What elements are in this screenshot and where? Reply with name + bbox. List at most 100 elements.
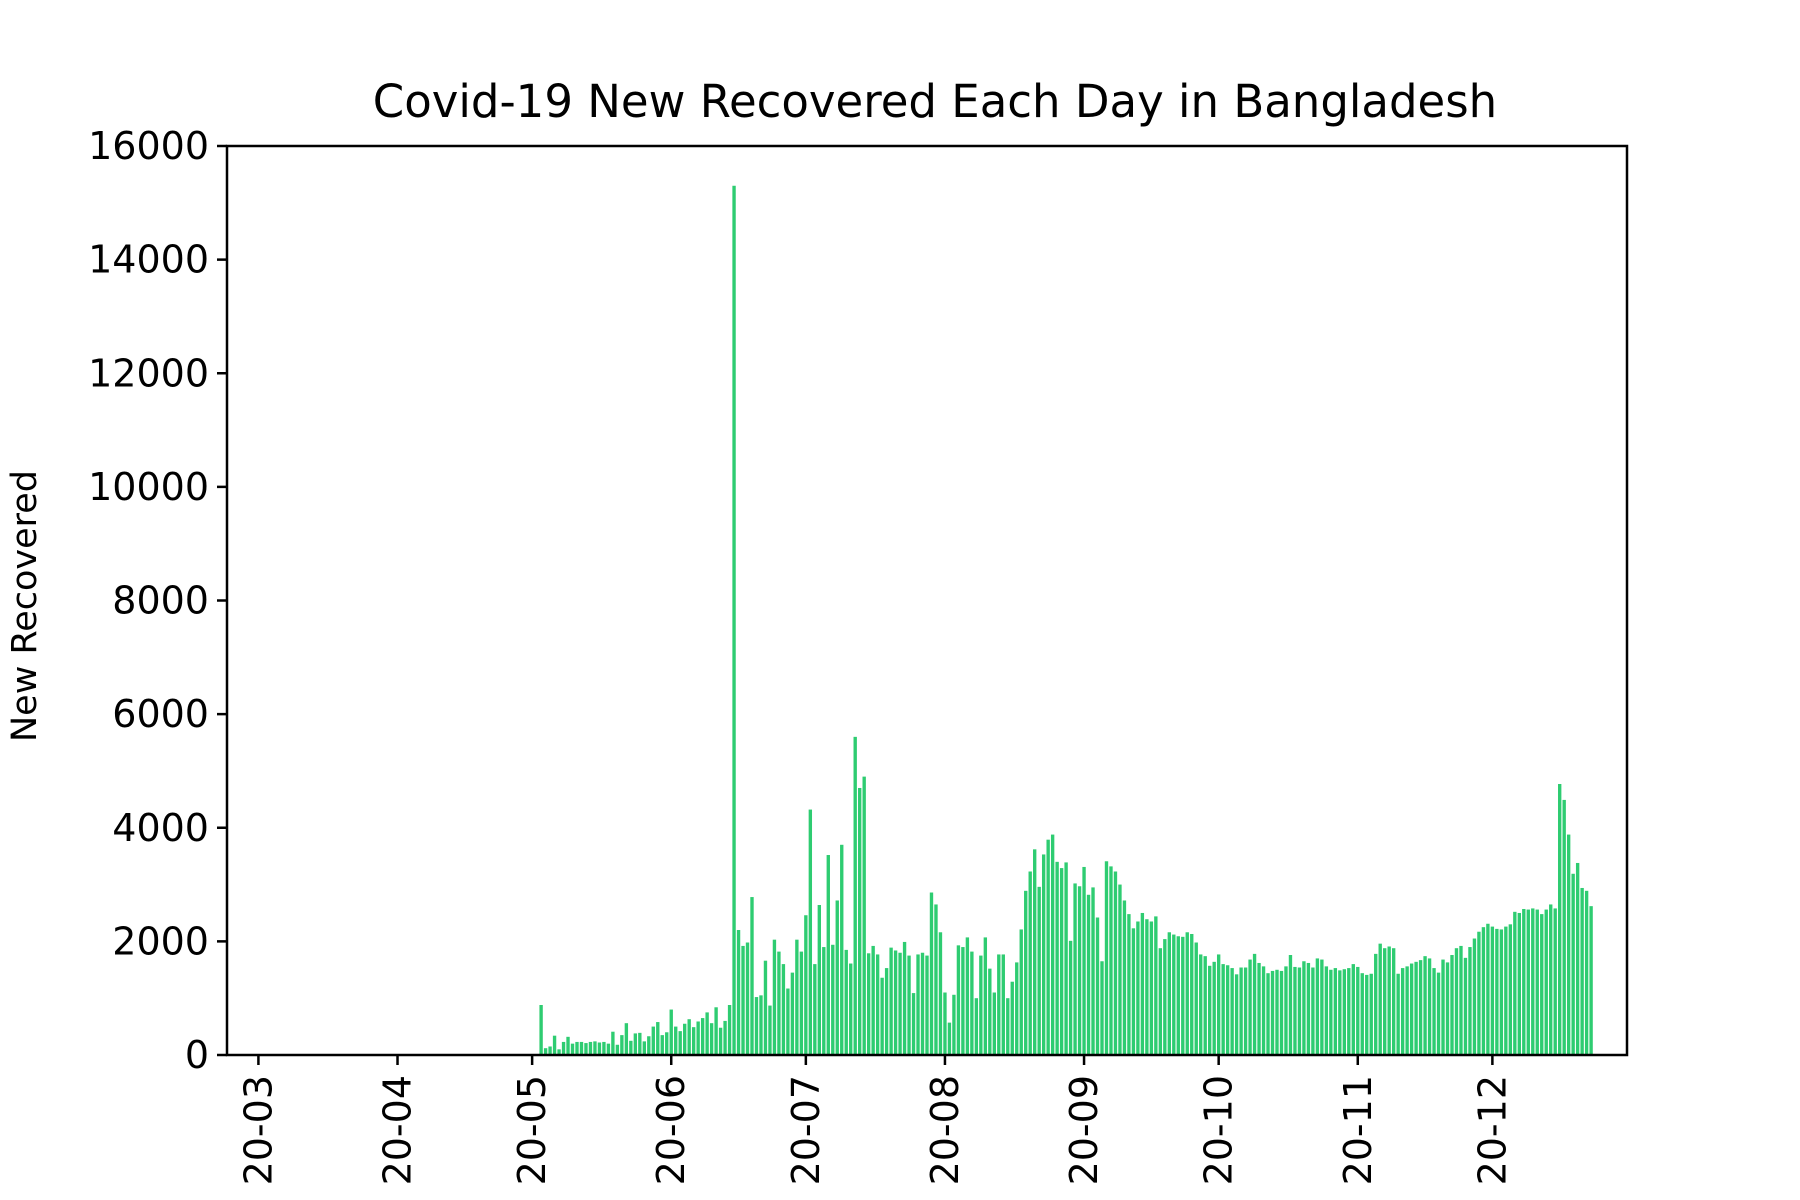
- data-bar: [907, 955, 911, 1055]
- data-bar: [1575, 862, 1580, 1055]
- data-bar: [772, 939, 777, 1055]
- data-bar: [1374, 953, 1378, 1055]
- data-bar: [1396, 973, 1400, 1055]
- data-bar: [1409, 963, 1414, 1055]
- data-bar: [1149, 921, 1154, 1055]
- data-bar: [1315, 958, 1320, 1055]
- data-bar: [700, 1018, 705, 1055]
- data-bar: [1320, 959, 1324, 1055]
- data-bar: [1239, 967, 1243, 1055]
- data-bar: [678, 1031, 682, 1055]
- data-bar: [1270, 970, 1275, 1055]
- data-bar: [1028, 871, 1032, 1055]
- data-bar: [1190, 933, 1194, 1055]
- data-bar: [539, 1005, 543, 1055]
- data-bar: [1234, 974, 1239, 1055]
- data-bar: [1347, 968, 1351, 1055]
- data-bar: [633, 1033, 638, 1055]
- data-bar: [1077, 886, 1082, 1055]
- data-bar: [1400, 968, 1405, 1055]
- data-bar: [781, 964, 786, 1055]
- data-bar: [1104, 861, 1109, 1055]
- data-bar: [799, 951, 804, 1055]
- data-bar: [902, 941, 907, 1055]
- bars-group: [539, 185, 1593, 1055]
- data-bar: [920, 952, 925, 1055]
- data-bar: [1167, 932, 1171, 1055]
- data-bar: [759, 995, 763, 1055]
- data-bar: [1297, 967, 1302, 1055]
- data-bar: [790, 972, 795, 1055]
- data-bar: [1432, 968, 1436, 1055]
- data-bar: [858, 787, 862, 1055]
- data-bar: [1481, 927, 1486, 1055]
- data-bar: [1001, 954, 1005, 1055]
- data-bar: [979, 955, 983, 1055]
- y-tick-label: 12000: [88, 351, 209, 395]
- data-bar: [1024, 890, 1028, 1055]
- data-bar: [1185, 932, 1189, 1055]
- data-bar: [1033, 849, 1037, 1055]
- data-bar: [1540, 914, 1544, 1055]
- data-bar: [660, 1035, 664, 1055]
- y-axis: 0 2000 4000 6000 8000 10000 12000 14000 16000: [88, 124, 227, 1077]
- data-bar: [1064, 862, 1068, 1055]
- data-bar: [606, 1043, 611, 1055]
- data-bar: [1342, 969, 1346, 1055]
- data-bar: [983, 937, 988, 1055]
- x-tick-label: 20-12: [1470, 1075, 1514, 1185]
- data-bar: [1490, 926, 1495, 1055]
- y-tick-label: 16000: [88, 124, 209, 168]
- data-bar: [1212, 961, 1216, 1055]
- data-bar: [1549, 904, 1553, 1055]
- x-axis: 20-03 20-04 20-05 20-06 20-07 20-08 20-09 20-10…: [236, 1055, 1514, 1185]
- data-bar: [1230, 968, 1234, 1055]
- data-bar: [952, 994, 956, 1055]
- data-bar: [1136, 921, 1140, 1055]
- data-bar: [1010, 981, 1014, 1055]
- x-tick-label: 20-06: [649, 1075, 693, 1185]
- data-bar: [611, 1031, 615, 1055]
- data-bar: [961, 947, 965, 1055]
- y-tick-label: 14000: [88, 238, 209, 282]
- data-bar: [1203, 956, 1207, 1055]
- y-tick-label: 8000: [112, 579, 209, 623]
- data-bar: [1383, 948, 1387, 1055]
- data-bar: [1450, 955, 1454, 1055]
- data-bar: [1566, 834, 1571, 1055]
- data-bar: [1225, 965, 1230, 1055]
- data-bar: [665, 1032, 669, 1055]
- data-bar: [1329, 969, 1333, 1055]
- data-bar: [1418, 960, 1423, 1055]
- data-bar: [822, 947, 826, 1055]
- data-bar: [561, 1041, 566, 1055]
- data-bar: [1544, 909, 1548, 1055]
- data-bar: [1248, 959, 1252, 1055]
- data-bar: [629, 1040, 633, 1055]
- data-bar: [1015, 962, 1019, 1055]
- data-bar: [1463, 957, 1468, 1055]
- data-bar: [718, 1027, 723, 1055]
- data-bar: [835, 900, 839, 1055]
- data-bar: [1338, 970, 1342, 1055]
- data-bar: [1454, 948, 1459, 1055]
- data-bar: [750, 897, 754, 1055]
- data-bar: [1553, 908, 1557, 1055]
- data-bar: [1041, 854, 1046, 1055]
- data-bar: [620, 1035, 624, 1055]
- data-bar: [925, 955, 929, 1055]
- data-bar: [1589, 906, 1593, 1055]
- data-bar: [1082, 866, 1086, 1055]
- data-bar: [1445, 962, 1450, 1055]
- data-bar: [875, 954, 880, 1055]
- data-bar: [714, 1007, 718, 1055]
- data-bar: [552, 1035, 557, 1055]
- data-bar: [579, 1041, 584, 1055]
- data-bar: [1535, 909, 1539, 1055]
- data-bar: [997, 954, 1001, 1055]
- data-bar: [557, 1049, 561, 1055]
- data-bar: [1504, 926, 1508, 1055]
- y-tick-label: 2000: [112, 919, 209, 963]
- data-bar: [1311, 967, 1315, 1055]
- data-bar: [763, 960, 768, 1055]
